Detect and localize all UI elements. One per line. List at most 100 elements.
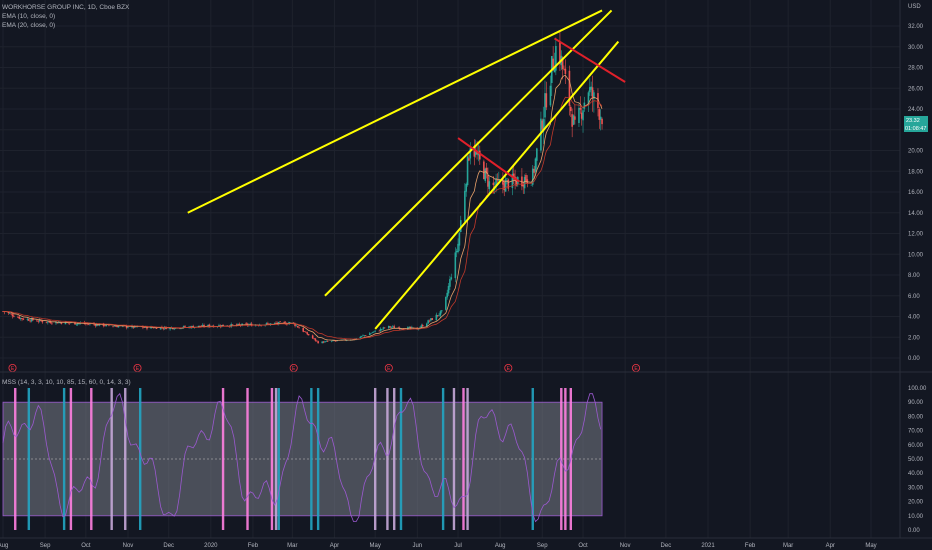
candle-body bbox=[305, 331, 307, 333]
candle-body bbox=[541, 120, 544, 130]
candle-body bbox=[400, 328, 402, 330]
candle-body bbox=[465, 183, 468, 192]
candle-body bbox=[387, 325, 390, 328]
osc-signal-lavender bbox=[452, 388, 456, 530]
last-price-label: 23.32 bbox=[906, 118, 920, 124]
candle-body bbox=[446, 292, 448, 298]
candle-body bbox=[389, 326, 391, 328]
candle-body bbox=[590, 86, 592, 90]
candle-body bbox=[580, 112, 583, 119]
candle-body bbox=[203, 325, 205, 327]
candle-body bbox=[40, 320, 42, 321]
symbol-title[interactable]: WORKHORSE GROUP INC, 1D, Cboe BZX bbox=[2, 4, 130, 11]
candle-body bbox=[368, 333, 371, 336]
channel-line bbox=[187, 9, 603, 214]
candle-body bbox=[545, 93, 548, 108]
candle-body bbox=[569, 106, 572, 112]
candle-body bbox=[498, 180, 500, 181]
candle-body bbox=[303, 331, 306, 333]
candle-body bbox=[8, 313, 11, 314]
candle-body bbox=[390, 327, 393, 328]
candle-body bbox=[45, 321, 48, 323]
candle-body bbox=[478, 150, 481, 160]
candle-body bbox=[169, 327, 171, 330]
x-tick-label: Feb bbox=[745, 543, 756, 549]
candle-body bbox=[104, 325, 106, 327]
y-tick-label: 26.00 bbox=[908, 86, 924, 92]
candle-body bbox=[335, 340, 337, 342]
candle-body bbox=[373, 331, 375, 333]
candle-body bbox=[332, 340, 334, 342]
candle-body bbox=[302, 327, 305, 332]
osc-y-tick-label: 10.00 bbox=[908, 514, 924, 520]
earnings-marker-label: E bbox=[292, 366, 296, 372]
candle-body bbox=[36, 320, 38, 322]
y-tick-label: 2.00 bbox=[908, 335, 920, 341]
candle-body bbox=[364, 335, 367, 336]
candle-body bbox=[68, 322, 71, 324]
candle-body bbox=[485, 167, 488, 174]
x-tick-label: 2020 bbox=[204, 543, 218, 549]
candle-body bbox=[173, 328, 175, 330]
candle-body bbox=[294, 323, 296, 326]
candle-body bbox=[530, 184, 533, 186]
y-tick-label: 12.00 bbox=[908, 232, 924, 238]
candle-body bbox=[275, 322, 277, 324]
candle-body bbox=[464, 190, 466, 222]
y-tick-label: 28.00 bbox=[908, 66, 924, 72]
candle-body bbox=[531, 168, 534, 185]
candle-body bbox=[95, 324, 98, 327]
candle-body bbox=[184, 326, 186, 328]
candle-body bbox=[19, 317, 22, 319]
osc-y-tick-label: 40.00 bbox=[908, 471, 924, 477]
candle-body bbox=[371, 332, 374, 334]
candle-body bbox=[572, 115, 575, 125]
countdown-label: 01:08:47 bbox=[905, 126, 926, 132]
candle-body bbox=[488, 181, 491, 190]
x-tick-label: May bbox=[865, 543, 876, 549]
y-tick-label: 14.00 bbox=[908, 211, 924, 217]
indicator-title[interactable]: MSS (14, 3, 3, 10, 10, 85, 15, 60, 0, 14… bbox=[2, 379, 131, 386]
candle-body bbox=[325, 341, 328, 342]
candle-body bbox=[51, 323, 53, 325]
candle-body bbox=[553, 67, 556, 73]
x-tick-label: Mar bbox=[783, 543, 793, 549]
currency-label: USD bbox=[908, 4, 921, 10]
candle-body bbox=[49, 321, 52, 324]
candle-body bbox=[587, 92, 590, 105]
candle-body bbox=[94, 324, 97, 326]
candle-body bbox=[563, 69, 565, 71]
x-tick-label: 2021 bbox=[701, 543, 715, 549]
candle-body bbox=[393, 326, 396, 329]
candle-body bbox=[333, 340, 336, 342]
candle-body bbox=[37, 321, 40, 322]
candle-body bbox=[542, 119, 545, 132]
candle-body bbox=[487, 175, 489, 187]
y-tick-label: 32.00 bbox=[908, 24, 924, 30]
last-price-tag[interactable]: 23.32 bbox=[904, 116, 928, 124]
ema20-legend[interactable]: EMA (20, close, 0) bbox=[2, 22, 56, 29]
candle-body bbox=[468, 158, 470, 161]
candle-body bbox=[409, 326, 412, 329]
candle-body bbox=[191, 325, 193, 328]
candle-body bbox=[249, 323, 252, 325]
resistance-line bbox=[553, 37, 626, 83]
candle-body bbox=[279, 321, 281, 323]
candle-body bbox=[60, 322, 63, 324]
x-tick-label: May bbox=[370, 543, 381, 549]
candle-body bbox=[438, 314, 440, 316]
x-tick-label: Jun bbox=[412, 543, 422, 549]
candle-body bbox=[420, 325, 423, 328]
candle-body bbox=[283, 322, 285, 323]
candle-body bbox=[436, 315, 439, 316]
osc-line bbox=[2, 392, 602, 523]
candle-body bbox=[277, 321, 280, 325]
candle-body bbox=[474, 150, 477, 155]
candle-body bbox=[534, 158, 537, 172]
osc-signal-lavender bbox=[124, 388, 127, 530]
y-tick-label: 18.00 bbox=[908, 169, 924, 175]
candle-body bbox=[359, 336, 362, 339]
ema10-legend[interactable]: EMA (10, close, 0) bbox=[2, 13, 56, 20]
candle-body bbox=[257, 325, 260, 326]
candle-body bbox=[87, 324, 90, 325]
